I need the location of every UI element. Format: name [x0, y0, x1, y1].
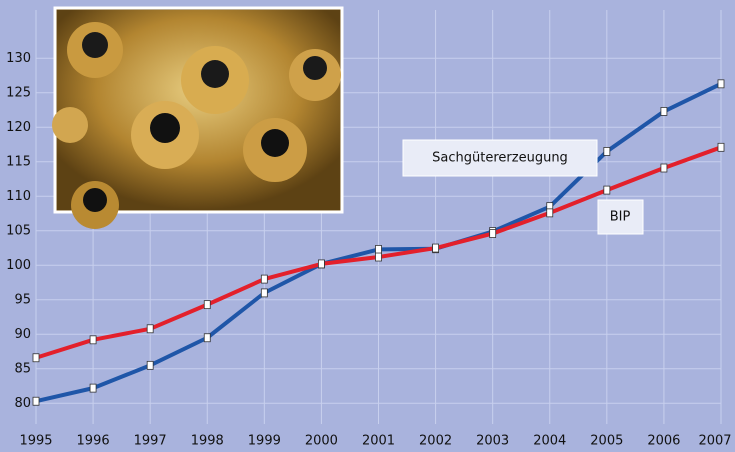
x-tick-label: 2005 — [590, 434, 623, 449]
point-marker — [32, 353, 40, 363]
y-tick-label: 110 — [6, 189, 31, 204]
photo — [52, 6, 344, 229]
point-marker — [146, 324, 154, 334]
x-tick-label: 2003 — [476, 434, 509, 449]
point-marker — [203, 333, 211, 343]
x-tick-label: 2000 — [305, 434, 338, 449]
point-marker — [603, 147, 611, 156]
legend-box — [402, 139, 598, 177]
y-tick-label: 85 — [14, 361, 31, 376]
point-marker — [146, 360, 154, 370]
x-tick-label: 2002 — [419, 434, 452, 449]
x-tick-label: 1998 — [191, 434, 224, 449]
legend-label: Sachgütererzeugung — [432, 151, 568, 166]
legend-box — [597, 199, 644, 235]
y-tick-label: 90 — [14, 327, 31, 342]
point-marker — [717, 79, 725, 89]
y-tick-label: 95 — [14, 292, 31, 307]
point-marker — [489, 229, 497, 238]
point-marker — [32, 396, 40, 406]
y-tick-label: 115 — [6, 154, 31, 169]
x-tick-label: 1997 — [134, 434, 167, 449]
x-tick-label: 1999 — [248, 434, 281, 449]
x-tick-label: 1996 — [77, 434, 110, 449]
y-tick-label: 80 — [14, 396, 31, 411]
x-tick-label: 2004 — [533, 434, 566, 449]
point-marker — [603, 185, 611, 195]
point-marker — [660, 107, 668, 116]
lines — [32, 79, 725, 406]
point-marker — [89, 383, 97, 393]
x-tick-label: 1995 — [19, 434, 52, 449]
point-marker — [717, 142, 725, 152]
y-tick-label: 130 — [6, 51, 31, 66]
point-marker — [203, 300, 211, 310]
point-marker — [432, 243, 439, 253]
x-tick-label: 2007 — [698, 434, 731, 449]
legend-label: BIP — [610, 210, 631, 225]
y-tick-label: 105 — [6, 223, 31, 238]
x-tick-label: 2001 — [362, 434, 395, 449]
y-tick-label: 100 — [6, 258, 31, 273]
point-marker — [546, 208, 554, 218]
y-tick-label: 125 — [6, 85, 31, 100]
point-marker — [375, 252, 382, 262]
point-marker — [660, 163, 668, 173]
point-marker — [89, 335, 97, 345]
y-tick-label: 120 — [6, 120, 31, 135]
point-marker — [375, 245, 382, 254]
point-marker — [260, 274, 268, 284]
point-marker — [318, 259, 325, 269]
x-tick-label: 2006 — [647, 434, 680, 449]
point-marker — [260, 288, 268, 298]
